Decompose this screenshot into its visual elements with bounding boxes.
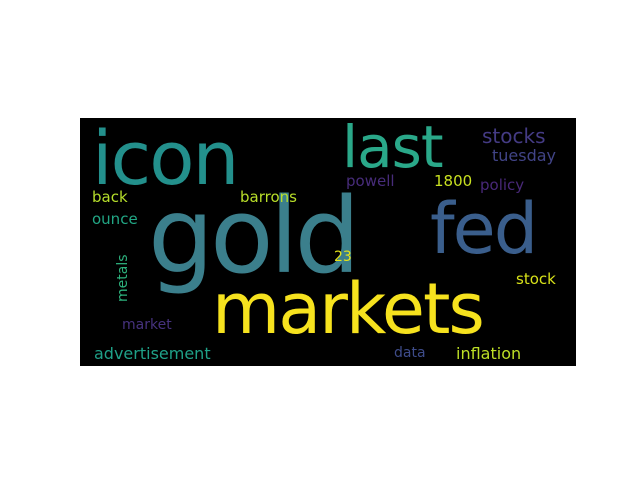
word-advertisement: advertisement [94,344,211,363]
word-stock: stock [516,270,556,288]
word-1800: 1800 [434,172,473,190]
word-stocks: stocks [482,124,546,148]
word-back: back [92,188,128,206]
word-cloud: gold icon markets last fed stocks tuesda… [80,118,576,366]
word-ounce: ounce [92,210,138,228]
word-tuesday: tuesday [492,146,557,165]
word-gold: gold [148,175,361,297]
word-markets: markets [212,268,485,350]
word-metals: metals [115,254,131,302]
word-fed: fed [430,188,538,270]
word-powell: powell [346,172,395,190]
word-market: market [122,317,172,333]
word-last: last [342,118,444,181]
word-policy: policy [480,176,525,194]
word-data: data [394,345,426,361]
word-inflation: inflation [456,344,522,363]
word-icon: icon [92,118,239,202]
word-barrons: barrons [240,188,297,206]
word-23: 23 [334,249,352,265]
